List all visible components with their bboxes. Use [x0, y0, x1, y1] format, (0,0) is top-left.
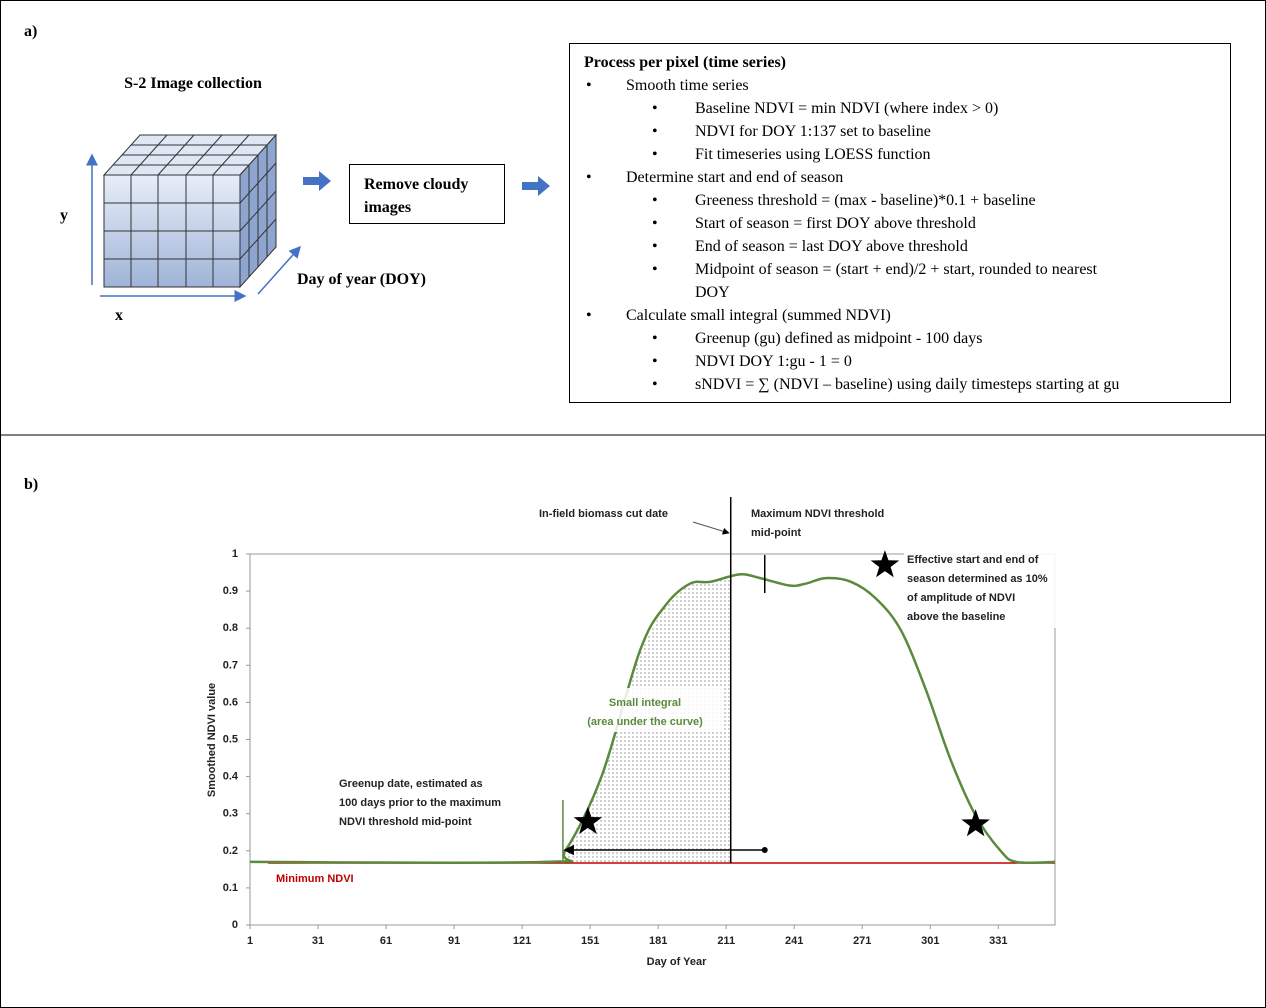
integral-label: (area under the curve) [587, 716, 703, 728]
stars-note: season determined as 10% [907, 573, 1048, 585]
x-tick-label: 271 [853, 935, 871, 947]
cube [92, 135, 300, 296]
axis-label: y [60, 207, 68, 224]
process-subitem: Greeness threshold = (max - baseline)*0.… [695, 192, 1036, 209]
process-subitem: Start of season = first DOY above thresh… [695, 215, 976, 232]
process-subitem: End of season = last DOY above threshold [695, 238, 968, 255]
arrow [522, 176, 550, 196]
y-axis-label: Smoothed NDVI value [206, 683, 218, 797]
pointer [693, 522, 729, 533]
y-tick-label: 0.6 [223, 696, 238, 708]
cut-date-label: In-field biomass cut date [539, 508, 668, 520]
y-tick-label: 0 [232, 919, 238, 931]
bullet: • [652, 146, 658, 163]
bullet: • [586, 77, 592, 94]
greenup-label: Greenup date, estimated as [339, 778, 483, 790]
panel-label: a) [24, 23, 37, 40]
step-text: images [364, 199, 411, 216]
bullet: • [586, 307, 592, 324]
cube-title: S-2 Image collection [124, 75, 262, 92]
process-subitem: Fit timeseries using LOESS function [695, 146, 931, 163]
y-tick-label: 0.1 [223, 882, 238, 894]
arrow [303, 171, 331, 191]
y-tick-label: 0.3 [223, 808, 238, 820]
y-tick-label: 0.8 [223, 622, 238, 634]
midpoint-label: mid-point [751, 527, 801, 539]
process-title: Process per pixel (time series) [584, 54, 786, 71]
figure: a) b) S-2 Image collection y x Day of ye… [0, 0, 1266, 1008]
process-subitem: sNDVI = ∑ (NDVI – baseline) using daily … [695, 376, 1119, 393]
bullet: • [652, 215, 658, 232]
panel-label: b) [24, 476, 38, 493]
x-tick-label: 151 [581, 935, 599, 947]
y-tick-label: 0.5 [223, 734, 238, 746]
bullet: • [652, 261, 658, 278]
midpoint-label: Maximum NDVI threshold [751, 508, 884, 520]
y-tick-label: 0.2 [223, 845, 238, 857]
y-tick-label: 1 [232, 548, 238, 560]
x-tick-label: 61 [380, 935, 392, 947]
x-tick-label: 31 [312, 935, 324, 947]
integral-label: Small integral [609, 697, 681, 709]
bullet: • [652, 192, 658, 209]
bullet: • [586, 169, 592, 186]
x-tick-label: 1 [247, 935, 253, 947]
greenup-label: 100 days prior to the maximum [339, 797, 501, 809]
x-tick-label: 211 [717, 935, 735, 947]
x-tick-label: 331 [989, 935, 1007, 947]
baseline-label: Minimum NDVI [276, 873, 354, 885]
y-tick-label: 0.4 [223, 771, 239, 783]
stars-note: Effective start and end of [907, 554, 1039, 566]
y-tick-label: 0.9 [223, 585, 238, 597]
bullet: • [652, 100, 658, 117]
stars-note: above the baseline [907, 611, 1005, 623]
bullet: • [652, 353, 658, 370]
greenup-label: NDVI threshold mid-point [339, 816, 472, 828]
process-subitem: Baseline NDVI = min NDVI (where index > … [695, 100, 998, 117]
bullet: • [652, 376, 658, 393]
process-subitem: Midpoint of season = (start + end)/2 + s… [695, 261, 1098, 278]
process-subitem: DOY [695, 284, 730, 301]
x-tick-label: 91 [448, 935, 460, 947]
process-subitem: Greenup (gu) defined as midpoint - 100 d… [695, 330, 982, 347]
axis-label: Day of year (DOY) [297, 271, 426, 288]
axis-label: x [115, 307, 123, 324]
x-tick-label: 301 [921, 935, 939, 947]
process-item: Determine start and end of season [626, 169, 843, 186]
x-tick-label: 241 [785, 935, 803, 947]
stars-note: of amplitude of NDVI [907, 592, 1015, 604]
process-subitem: NDVI DOY 1:gu - 1 = 0 [695, 353, 852, 370]
process-item: Smooth time series [626, 77, 749, 94]
y-tick-label: 0.7 [223, 659, 238, 671]
x-tick-label: 181 [649, 935, 667, 947]
process-subitem: NDVI for DOY 1:137 set to baseline [695, 123, 931, 140]
x-tick-label: 121 [513, 935, 531, 947]
bullet: • [652, 123, 658, 140]
bullet: • [652, 330, 658, 347]
process-item: Calculate small integral (summed NDVI) [626, 307, 891, 324]
arrow-end [762, 847, 768, 853]
x-axis-label: Day of Year [647, 956, 707, 968]
step-text: Remove cloudy [364, 176, 468, 193]
bullet: • [652, 238, 658, 255]
